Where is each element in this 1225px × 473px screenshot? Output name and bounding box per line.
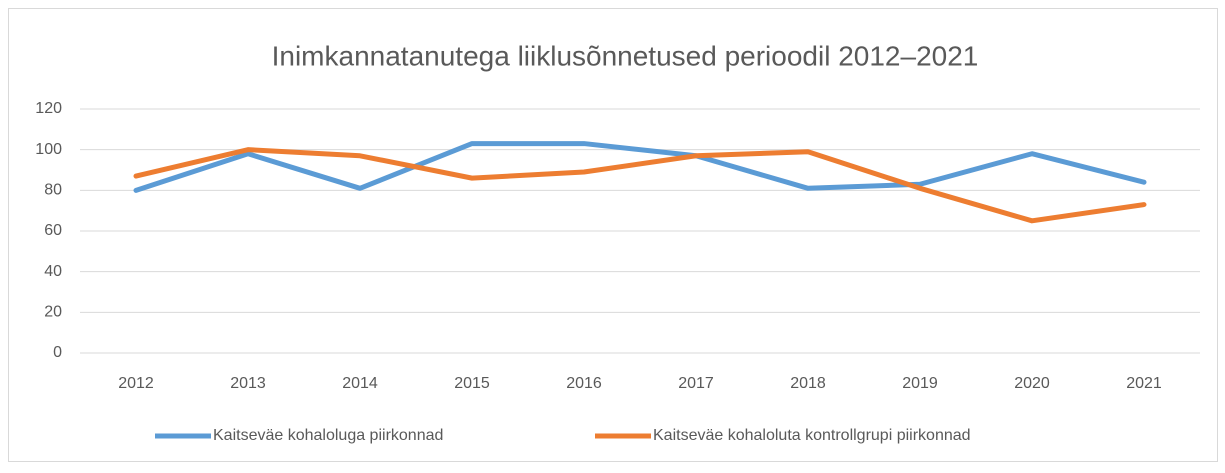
chart-border [8,8,1218,462]
legend-label: Kaitseväe kohaloluta kontrollgrupi piirk… [653,427,971,444]
chart-title: Inimkannatanutega liiklusõnnetused perio… [272,40,979,71]
x-tick-label: 2012 [118,375,154,392]
y-tick-label: 0 [53,344,62,361]
legend-label: Kaitseväe kohaloluga piirkonnad [213,427,443,444]
x-tick-label: 2018 [790,375,826,392]
y-tick-label: 60 [44,222,62,239]
x-tick-label: 2017 [678,375,714,392]
data-line [133,141,1147,193]
x-tick-label: 2021 [1126,375,1162,392]
data-line [133,147,1147,224]
y-tick-label: 40 [44,263,62,280]
x-tick-label: 2013 [230,375,266,392]
y-tick-label: 20 [44,304,62,321]
x-tick-label: 2014 [342,375,378,392]
y-tick-label: 80 [44,182,62,199]
x-tick-label: 2016 [566,375,602,392]
y-tick-label: 120 [35,100,62,117]
x-tick-label: 2015 [454,375,490,392]
y-tick-label: 100 [35,141,62,158]
x-tick-label: 2019 [902,375,938,392]
x-tick-label: 2020 [1014,375,1050,392]
